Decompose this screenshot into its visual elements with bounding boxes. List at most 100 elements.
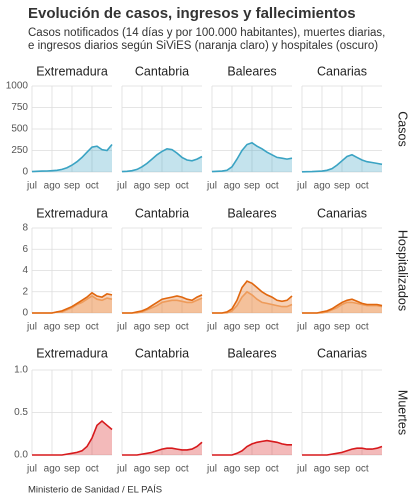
x-tick-label: ago xyxy=(134,181,151,192)
facet-title: Baleares xyxy=(227,346,276,360)
x-tick-label: oct xyxy=(175,322,189,333)
line xyxy=(212,439,292,456)
x-tick-label: oct xyxy=(85,464,99,475)
facet-title: Baleares xyxy=(227,206,276,220)
x-tick-label: sep xyxy=(64,464,81,475)
x-tick-label: sep xyxy=(244,464,261,475)
x-tick-label: jul xyxy=(116,181,127,192)
x-tick-label: oct xyxy=(265,181,279,192)
x-tick-label: ago xyxy=(224,181,241,192)
line xyxy=(211,141,293,173)
x-tick-label: jul xyxy=(116,464,127,475)
x-tick-label: oct xyxy=(355,181,369,192)
line xyxy=(32,419,113,456)
y-tick-label: 4 xyxy=(22,265,28,276)
area xyxy=(122,148,202,172)
facet-title: Canarias xyxy=(317,206,367,220)
area xyxy=(212,440,292,455)
y-tick-label: 1000 xyxy=(6,81,29,92)
x-tick-label: jul xyxy=(296,181,307,192)
x-tick-label: oct xyxy=(85,322,99,333)
x-tick-label: sep xyxy=(64,181,81,192)
subtitle: Casos notificados (14 días y por 100.000… xyxy=(28,27,385,39)
row-label: Muertes xyxy=(396,390,410,435)
line xyxy=(122,441,203,456)
x-tick-label: sep xyxy=(154,464,171,475)
y-tick-label: 2 xyxy=(22,286,28,297)
y-tick-label: 250 xyxy=(11,145,28,156)
facet-title: Cantabria xyxy=(135,64,189,78)
y-tick-label: 500 xyxy=(11,124,28,135)
x-tick-label: ago xyxy=(224,322,241,333)
x-tick-label: oct xyxy=(175,464,189,475)
line xyxy=(32,291,113,314)
line xyxy=(302,298,383,314)
x-tick-label: oct xyxy=(265,322,279,333)
area xyxy=(302,299,382,313)
y-tick-label: 0.0 xyxy=(14,450,28,461)
area xyxy=(32,144,112,172)
chart-title: Evolución de casos, ingresos y fallecimi… xyxy=(28,5,356,22)
x-tick-label: jul xyxy=(116,322,127,333)
x-tick-label: sep xyxy=(244,181,261,192)
x-tick-label: ago xyxy=(314,322,331,333)
x-tick-label: ago xyxy=(314,181,331,192)
x-tick-label: jul xyxy=(296,464,307,475)
x-tick-label: sep xyxy=(154,322,171,333)
area xyxy=(122,294,202,313)
area xyxy=(302,154,382,172)
line xyxy=(121,147,203,173)
line xyxy=(301,153,383,173)
facet-title: Canarias xyxy=(317,64,367,78)
x-tick-label: sep xyxy=(334,464,351,475)
row-label: Casos xyxy=(396,111,410,146)
x-tick-label: ago xyxy=(44,322,61,333)
area xyxy=(32,421,112,455)
x-tick-label: jul xyxy=(26,181,37,192)
facet-title: Baleares xyxy=(227,64,276,78)
x-tick-label: oct xyxy=(175,181,189,192)
facet-title: Extremadura xyxy=(36,346,108,360)
row-label: Hospitalizados xyxy=(396,230,410,311)
area xyxy=(32,292,112,313)
x-tick-label: jul xyxy=(26,322,37,333)
x-tick-label: sep xyxy=(334,322,351,333)
line xyxy=(31,143,113,173)
area xyxy=(212,281,292,313)
x-tick-label: sep xyxy=(244,322,261,333)
x-tick-label: jul xyxy=(206,181,217,192)
facet-title: Extremadura xyxy=(36,206,108,220)
x-tick-label: sep xyxy=(154,181,171,192)
x-tick-label: sep xyxy=(334,181,351,192)
x-tick-label: oct xyxy=(355,322,369,333)
area xyxy=(212,142,292,172)
facet-title: Extremadura xyxy=(36,64,108,78)
y-tick-label: 0 xyxy=(22,308,28,319)
x-tick-label: ago xyxy=(44,181,61,192)
x-tick-label: jul xyxy=(296,322,307,333)
x-tick-label: ago xyxy=(134,464,151,475)
y-tick-label: 0.5 xyxy=(14,407,28,418)
facet-title: Cantabria xyxy=(135,206,189,220)
x-tick-label: jul xyxy=(26,464,37,475)
y-tick-label: 750 xyxy=(11,102,28,113)
x-tick-label: ago xyxy=(314,464,331,475)
source: Ministerio de Sanidad / EL PAÍS xyxy=(28,485,162,496)
x-tick-label: oct xyxy=(355,464,369,475)
x-tick-label: jul xyxy=(206,322,217,333)
y-tick-label: 0 xyxy=(22,167,28,178)
x-tick-label: oct xyxy=(85,181,99,192)
y-tick-label: 6 xyxy=(22,244,28,255)
x-tick-label: oct xyxy=(265,464,279,475)
line xyxy=(122,294,203,314)
x-tick-label: sep xyxy=(64,322,81,333)
area xyxy=(122,442,202,455)
line xyxy=(212,280,293,314)
subtitle: e ingresos diarios según SiViES (naranja… xyxy=(28,40,378,52)
area xyxy=(212,291,292,313)
y-tick-label: 1.0 xyxy=(14,365,28,376)
x-tick-label: ago xyxy=(134,322,151,333)
x-tick-label: ago xyxy=(44,464,61,475)
x-tick-label: ago xyxy=(224,464,241,475)
